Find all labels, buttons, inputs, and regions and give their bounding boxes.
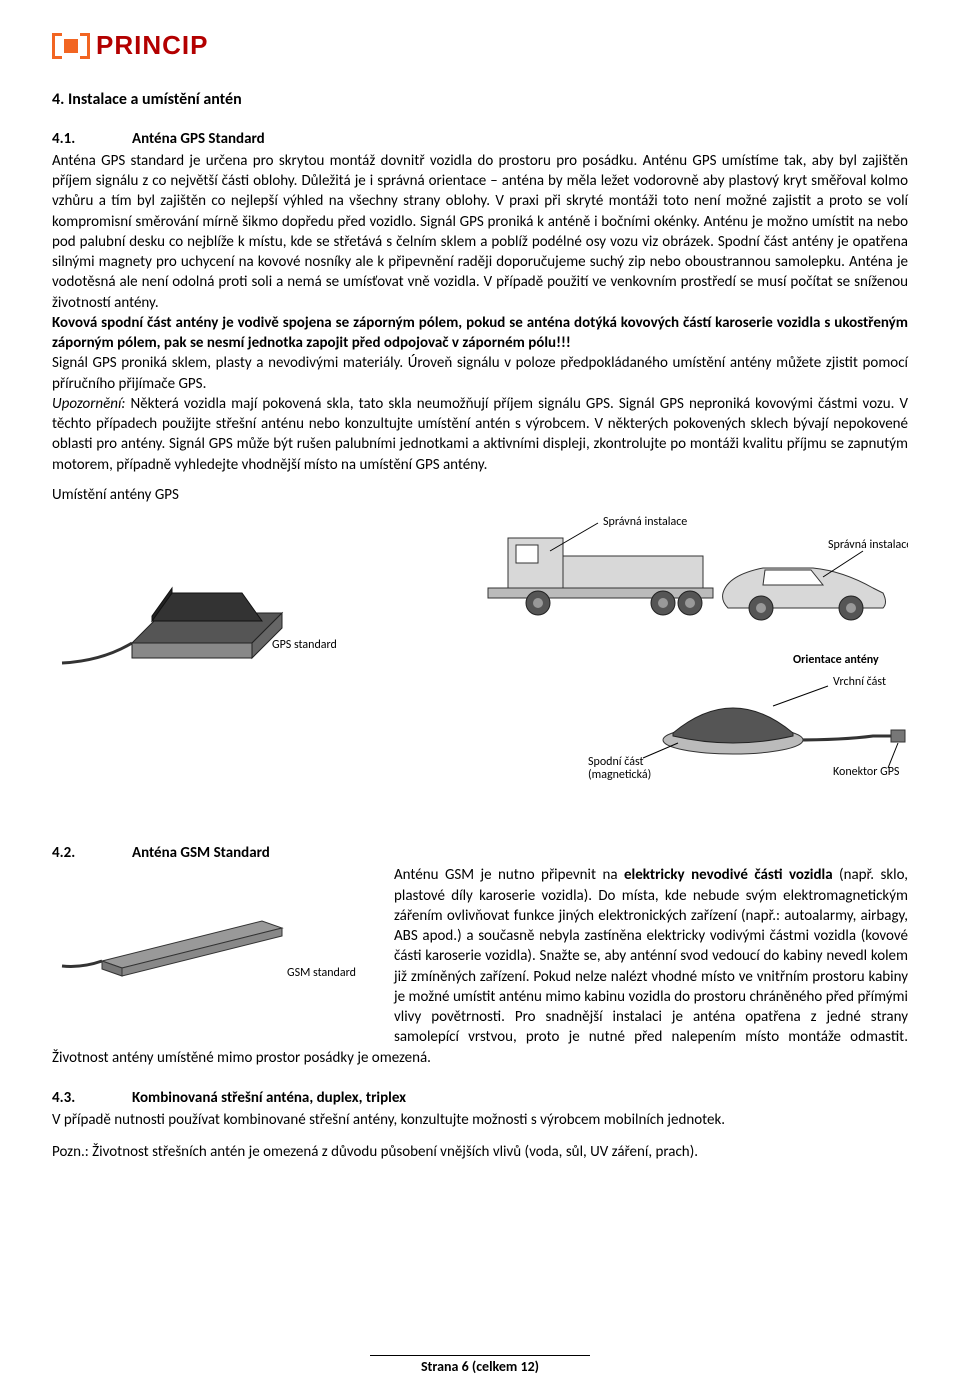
vehicle-diagram: Správná instalace Správná instalace Orie… [468,513,908,793]
section-4-1: 4.1.Anténa GPS Standard Anténa GPS stand… [52,129,908,475]
car-correct-install-label: Správná instalace [828,538,908,552]
logo-bracket-right [80,33,90,59]
diagram-row: GPS standard Správná instalace [52,513,908,793]
para-4-3-2: Pozn.: Životnost střešních antén je omez… [52,1142,908,1162]
heading-4-1: 4.1.Anténa GPS Standard [52,129,908,149]
gsm-antenna-figure: GSM standard [52,891,382,1031]
car-icon [723,551,886,620]
para-4-2-bold: elektricky nevodivé části vozidla [624,866,833,884]
section-4-heading: 4. Instalace a umístění antén [52,89,908,111]
orientation-heading: Orientace antény [793,653,879,667]
gps-standard-label: GPS standard [272,638,337,652]
heading-4-2-number: 4.2. [52,843,132,863]
heading-4-1-title: Anténa GPS Standard [132,130,265,148]
heading-4-1-number: 4.1. [52,129,132,149]
gps-placement-label: Umístění antény GPS [52,485,908,505]
connector-label: Konektor GPS [833,765,900,779]
bottom-part-label-2: (magnetická) [588,768,651,782]
footer-rule [370,1355,590,1356]
logo-text: PRINCIP [96,28,208,63]
logo-bracket-left [52,33,62,59]
antenna-orientation-figure [643,686,905,768]
gsm-standard-label: GSM standard [287,966,356,980]
heading-4-2-title: Anténa GSM Standard [132,844,270,862]
section-4-2: 4.2.Anténa GSM Standard GSM standard Ant… [52,843,908,1068]
truck-icon: Správná instalace [488,515,713,615]
heading-4-3: 4.3.Kombinovaná střešní anténa, duplex, … [52,1088,908,1108]
para-4-1-2-bold: Kovová spodní část antény je vodivě spoj… [52,313,908,354]
logo-square [64,39,78,53]
para-4-1-3: Signál GPS proniká sklem, plasty a nevod… [52,353,908,394]
gps-antenna-figure: GPS standard [52,513,342,723]
bottom-part-label-1: Spodní část [588,755,644,769]
para-4-1-4-body: Některá vozidla mají pokovená skla, tato… [52,395,908,474]
para-4-2-lead: Anténu GSM je nutno připevnit na [394,866,624,884]
heading-4-3-title: Kombinovaná střešní anténa, duplex, trip… [132,1089,406,1107]
para-4-1-4: Upozornění: Některá vozidla mají pokoven… [52,394,908,475]
brand-logo: PRINCIP [52,28,908,63]
top-part-label: Vrchní část [833,675,886,689]
heading-4-2: 4.2.Anténa GSM Standard [52,843,908,863]
section-4-3: 4.3.Kombinovaná střešní anténa, duplex, … [52,1088,908,1163]
para-4-1-4-lead: Upozornění: [52,395,125,413]
page-number: Strana 6 (celkem 12) [421,1358,539,1375]
logo-mark [52,33,90,59]
truck-correct-install-label: Správná instalace [603,515,687,529]
page-footer: Strana 6 (celkem 12) [0,1355,960,1377]
para-4-1-1: Anténa GPS standard je určena pro skryto… [52,151,908,313]
heading-4-3-number: 4.3. [52,1088,132,1108]
para-4-3-1: V případě nutnosti používat kombinované … [52,1110,908,1130]
